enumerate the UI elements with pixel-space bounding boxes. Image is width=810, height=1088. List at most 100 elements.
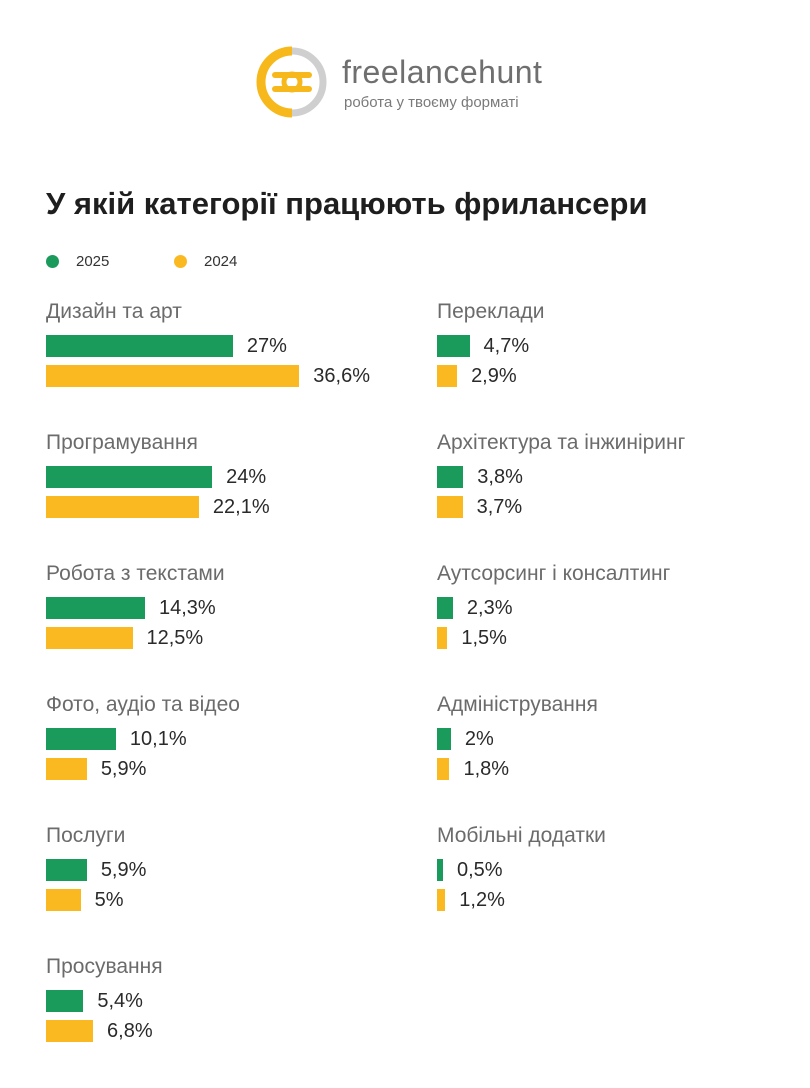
bar-row-2025: 14,3%	[46, 597, 406, 619]
bar-2025	[437, 466, 464, 488]
bar-row-2024: 36,6%	[46, 365, 406, 387]
bar-value-2024: 2,9%	[471, 365, 517, 387]
bar-value-2025: 5,4%	[97, 990, 143, 1012]
bar-row-2024: 5,9%	[46, 758, 406, 780]
bar-row-2024: 1,5%	[437, 627, 797, 649]
bar-value-2024: 5%	[94, 889, 124, 911]
bar-2024	[46, 1020, 94, 1042]
bar-row-2024: 1,2%	[437, 889, 797, 911]
bar-2025	[437, 597, 453, 619]
bar-row-2025: 2,3%	[437, 597, 797, 619]
bar-row-2024: 3,7%	[437, 496, 797, 518]
bar-2025	[46, 597, 145, 619]
bar-2024	[46, 758, 87, 780]
chart-legend: 2025 2024	[46, 253, 346, 273]
bar-value-2025: 10,1%	[129, 728, 187, 750]
category-group: Дизайн та арт 27% 36,6%	[46, 300, 406, 400]
bar-value-2024: 1,5%	[461, 627, 507, 649]
bar-2024	[437, 889, 446, 911]
bar-row-2024: 1,8%	[437, 758, 797, 780]
category-label: Адміністрування	[437, 693, 598, 716]
category-label: Мобільні додатки	[437, 824, 606, 847]
legend-item-2025: 2025	[46, 253, 109, 270]
bar-2024	[46, 365, 300, 387]
bar-value-2025: 2,3%	[466, 597, 513, 619]
bar-2024	[437, 365, 458, 387]
bar-row-2025: 5,4%	[46, 990, 406, 1012]
bar-value-2025: 2%	[464, 728, 494, 750]
legend-label-2025: 2025	[76, 253, 110, 270]
category-group: Мобільні додатки 0,5% 1,2%	[437, 824, 797, 924]
legend-item-2024: 2024	[174, 253, 237, 270]
category-group: Адміністрування 2% 1,8%	[437, 693, 797, 793]
bar-value-2025: 14,3%	[158, 597, 216, 619]
bar-value-2025: 4,7%	[483, 335, 530, 357]
bar-2024	[46, 889, 81, 911]
category-group: Послуги 5,9% 5%	[46, 824, 406, 924]
bar-2024	[46, 496, 199, 518]
bar-value-2024: 3,7%	[476, 496, 523, 518]
bar-2024	[437, 758, 450, 780]
bar-value-2024: 36,6%	[313, 365, 370, 387]
bar-value-2025: 5,9%	[100, 859, 147, 881]
category-label: Фото, аудіо та відео	[46, 693, 240, 716]
bar-value-2025: 3,8%	[477, 466, 523, 488]
chart-title: У якій категорії працюють фрилансери	[46, 186, 648, 221]
brand-name: freelancehunt	[342, 54, 543, 90]
freelancehunt-logo-icon	[256, 46, 327, 118]
bar-row-2024: 5%	[46, 889, 406, 911]
bar-row-2025: 27%	[46, 335, 406, 357]
category-group: Аутсорсинг і консалтинг 2,3% 1,5%	[437, 562, 797, 662]
legend-label-2024: 2024	[204, 253, 238, 270]
legend-dot-2024	[174, 255, 187, 268]
bar-row-2025: 4,7%	[437, 335, 797, 357]
bar-value-2025: 27%	[246, 335, 287, 357]
bar-value-2024: 22,1%	[212, 496, 270, 518]
category-label: Послуги	[46, 824, 126, 847]
bar-row-2024: 12,5%	[46, 627, 406, 649]
brand-logo: freelancehunt робота у твоєму форматі	[254, 44, 574, 124]
bar-value-2025: 0,5%	[457, 859, 503, 881]
bar-value-2024: 5,9%	[100, 758, 147, 780]
brand-tagline: робота у твоєму форматі	[344, 94, 519, 111]
bar-2024	[437, 496, 463, 518]
bar-value-2024: 12,5%	[146, 627, 204, 649]
bar-2025	[46, 728, 116, 750]
bar-row-2025: 2%	[437, 728, 797, 750]
bar-value-2024: 6,8%	[107, 1020, 153, 1042]
category-group: Фото, аудіо та відео 10,1% 5,9%	[46, 693, 406, 793]
bar-value-2024: 1,8%	[463, 758, 510, 780]
bar-2024	[437, 627, 448, 649]
category-label: Архітектура та інжиніринг	[437, 431, 686, 454]
bar-row-2025: 0,5%	[437, 859, 797, 881]
category-label: Переклади	[437, 300, 545, 323]
category-label: Програмування	[46, 431, 198, 454]
legend-dot-2025	[46, 255, 59, 268]
bar-2025	[437, 335, 470, 357]
bar-value-2025: 24%	[226, 466, 267, 488]
category-label: Робота з текстами	[46, 562, 225, 585]
bar-2025	[46, 335, 233, 357]
bar-row-2024: 2,9%	[437, 365, 797, 387]
bar-2025	[46, 466, 213, 488]
bar-row-2025: 10,1%	[46, 728, 406, 750]
category-group: Переклади 4,7% 2,9%	[437, 300, 797, 400]
category-label: Просування	[46, 955, 163, 978]
bar-2025	[437, 859, 443, 881]
bar-2024	[46, 627, 133, 649]
bar-row-2025: 3,8%	[437, 466, 797, 488]
bar-row-2024: 6,8%	[46, 1020, 406, 1042]
bar-row-2025: 24%	[46, 466, 406, 488]
category-label: Дизайн та арт	[46, 300, 182, 323]
bar-row-2025: 5,9%	[46, 859, 406, 881]
bar-2025	[46, 859, 87, 881]
category-group: Архітектура та інжиніринг 3,8% 3,7%	[437, 431, 797, 531]
category-group: Програмування 24% 22,1%	[46, 431, 406, 531]
category-group: Просування 5,4% 6,8%	[46, 955, 406, 1055]
bar-2025	[437, 728, 451, 750]
category-label: Аутсорсинг і консалтинг	[437, 562, 671, 585]
bar-row-2024: 22,1%	[46, 496, 406, 518]
bar-value-2024: 1,2%	[459, 889, 505, 911]
bar-2025	[46, 990, 84, 1012]
category-group: Робота з текстами 14,3% 12,5%	[46, 562, 406, 662]
